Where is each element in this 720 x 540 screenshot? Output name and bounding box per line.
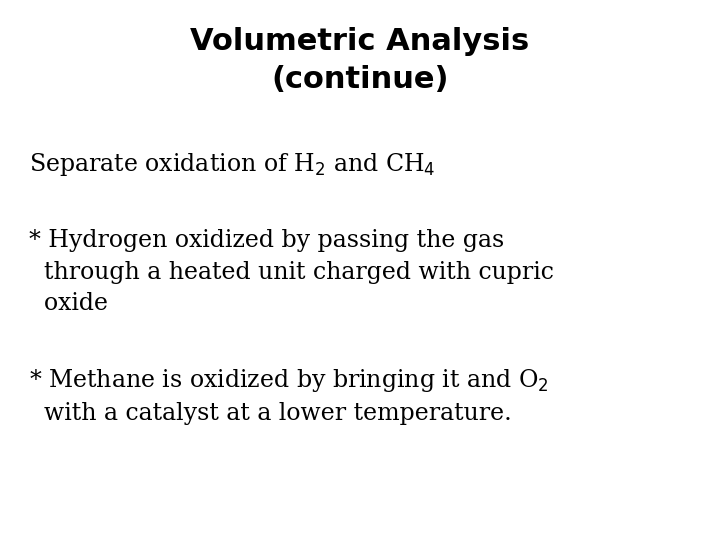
Text: Volumetric Analysis
(continue): Volumetric Analysis (continue) — [190, 27, 530, 94]
Text: * Methane is oxidized by bringing it and O$_2$
  with a catalyst at a lower temp: * Methane is oxidized by bringing it and… — [29, 367, 549, 426]
Text: * Hydrogen oxidized by passing the gas
  through a heated unit charged with cupr: * Hydrogen oxidized by passing the gas t… — [29, 230, 554, 315]
Text: Separate oxidation of H$_2$ and CH$_4$: Separate oxidation of H$_2$ and CH$_4$ — [29, 151, 436, 178]
